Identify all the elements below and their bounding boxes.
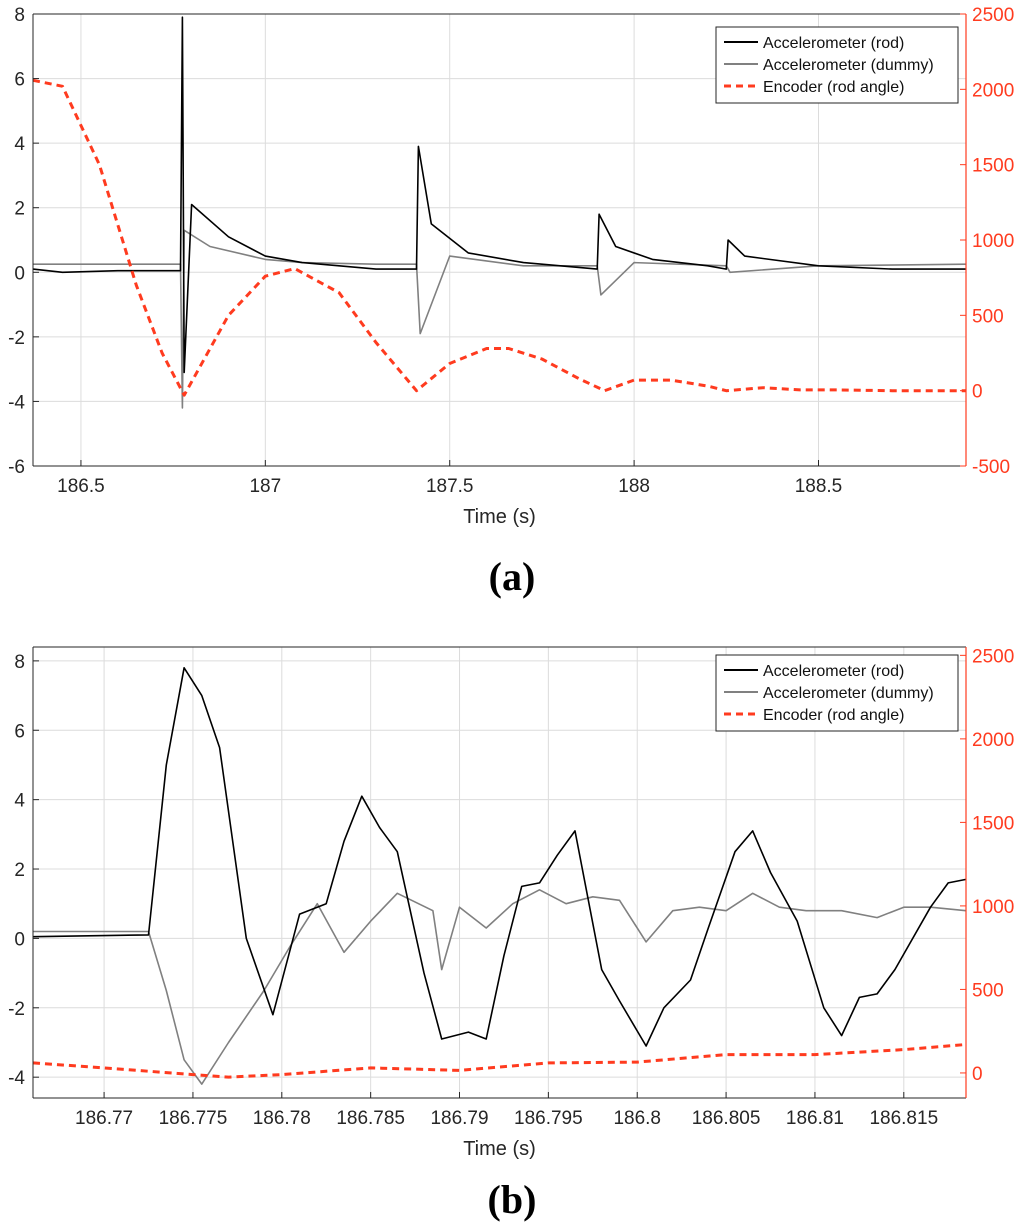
x-tick-label: 186.775 xyxy=(159,1108,228,1129)
y-left-tick-label: 8 xyxy=(14,5,25,26)
y-right-tick-label: 2500 xyxy=(972,5,1014,26)
y-left-tick-label: -4 xyxy=(8,392,25,413)
x-tick-label: 186.785 xyxy=(336,1108,405,1129)
chart-panel-b: 186.77 186.775 186.78 186.785 186.79 186.795 1… xyxy=(8,646,1014,1222)
y-right-tick-label: 2500 xyxy=(972,646,1014,667)
y-right-tick-label: 1500 xyxy=(972,156,1014,177)
y-left-tick-label: 2 xyxy=(14,199,25,220)
y-right-tick-label: 2000 xyxy=(972,730,1014,751)
y-left-tick-label: -2 xyxy=(8,999,25,1020)
y-left-tick-label: 6 xyxy=(14,70,25,91)
series-encoder-line xyxy=(32,78,966,397)
legend-label-rod: Accelerometer (rod) xyxy=(763,663,904,680)
legend-label-encoder: Encoder (rod angle) xyxy=(763,707,904,724)
series-rod-line xyxy=(32,666,967,1047)
legend-label-encoder: Encoder (rod angle) xyxy=(763,79,904,96)
x-tick-label: 187.5 xyxy=(426,476,474,497)
y-right-tick-label: 1000 xyxy=(972,231,1014,252)
panel-label: (b) xyxy=(488,1177,537,1222)
x-tick-label: 188.5 xyxy=(795,476,843,497)
y-left-tick-label: -4 xyxy=(8,1068,25,1089)
x-tick-label: 186.79 xyxy=(430,1108,488,1129)
y-left-tick-label: 2 xyxy=(14,860,25,881)
y-left-tick-label: -2 xyxy=(8,328,25,349)
panel-label: (a) xyxy=(489,554,536,599)
legend: Accelerometer (rod) Accelerometer (dummy)… xyxy=(715,26,959,104)
x-tick-label: 186.795 xyxy=(514,1108,583,1129)
y-right-tick-label: 0 xyxy=(972,382,983,403)
legend-label-rod: Accelerometer (rod) xyxy=(763,35,904,52)
series-rod-line xyxy=(32,16,966,374)
x-axis-label: Time (s) xyxy=(463,506,536,528)
y-right-tick-label: 500 xyxy=(972,980,1004,1001)
series-dummy-line xyxy=(33,888,967,1085)
y-right-tick-label: -500 xyxy=(972,457,1010,478)
x-axis-label: Time (s) xyxy=(463,1138,536,1160)
x-tick-label: 186.77 xyxy=(75,1108,133,1129)
x-tick-label: 186.8 xyxy=(613,1108,661,1129)
x-tick-label: 186.815 xyxy=(869,1108,938,1129)
y-right-tick-label: 0 xyxy=(972,1064,983,1085)
y-left-tick-label: 0 xyxy=(14,929,25,950)
legend: Accelerometer (rod) Accelerometer (dummy)… xyxy=(715,654,959,732)
y-left-tick-label: 6 xyxy=(14,721,25,742)
y-right-tick-label: 2000 xyxy=(972,80,1014,101)
x-tick-label: 186.5 xyxy=(57,476,105,497)
x-tick-label: 188 xyxy=(618,476,650,497)
series-dummy-line xyxy=(33,229,967,409)
y-right-tick-label: 500 xyxy=(972,306,1004,327)
y-left-tick-label: -6 xyxy=(8,457,25,478)
y-left-tick-label: 4 xyxy=(14,791,25,812)
chart-panel-a: 186.5 187 187.5 188 188.5 -6 -4 -2 0 2 4 6 8 -500 0 500… xyxy=(8,5,1014,599)
y-left-tick-label: 4 xyxy=(14,134,25,155)
x-tick-label: 187 xyxy=(249,476,281,497)
x-tick-label: 186.78 xyxy=(253,1108,311,1129)
y-left-tick-label: 0 xyxy=(14,263,25,284)
y-right-tick-label: 1000 xyxy=(972,897,1014,918)
series-encoder-line xyxy=(32,1043,967,1079)
y-left-tick-label: 8 xyxy=(14,652,25,673)
legend-label-dummy: Accelerometer (dummy) xyxy=(763,57,934,74)
x-tick-label: 186.81 xyxy=(786,1108,844,1129)
x-tick-label: 186.805 xyxy=(692,1108,761,1129)
legend-label-dummy: Accelerometer (dummy) xyxy=(763,685,934,702)
y-right-tick-label: 1500 xyxy=(972,813,1014,834)
